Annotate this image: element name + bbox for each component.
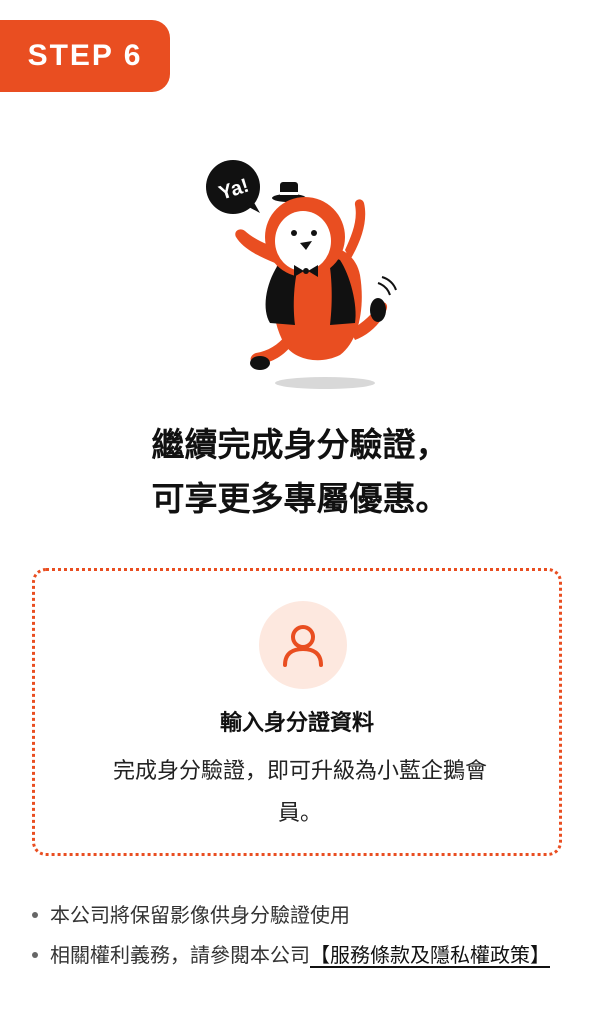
card-description: 完成身分驗證，即可升級為小藍企鵝會員。 [112,759,487,826]
note-item: 本公司將保留影像供身分驗證使用 [32,898,572,932]
headline-line-2: 可享更多專屬優惠。 [151,479,449,518]
id-input-card[interactable]: 輸入身分證資料 完成身分驗證，即可升級為小藍企鵝會員。 [32,568,562,856]
penguin-mascot-icon: Ya! [206,160,397,389]
note-1-text: 本公司將保留影像供身分驗證使用 [50,903,350,927]
terms-privacy-link[interactable]: 【服務條款及隱私權政策】 [310,943,550,967]
bullet-icon [32,911,38,918]
headline-line-1: 繼續完成身分驗證， [151,425,449,464]
user-icon-circle [259,601,347,689]
headline: 繼續完成身分驗證， 可享更多專屬優惠。 [0,418,600,526]
card-title: 輸入身分證資料 [219,711,374,736]
step-label: STEP 6 [27,39,143,72]
step-badge: STEP 6 [0,20,170,92]
notes: 本公司將保留影像供身分驗證使用 相關權利義務，請參閱本公司【服務條款及隱私權政策… [32,898,572,978]
user-icon [283,625,323,667]
bullet-icon [32,951,38,958]
note-item: 相關權利義務，請參閱本公司【服務條款及隱私權政策】 [32,938,572,972]
note-2-text: 相關權利義務，請參閱本公司 [50,943,310,967]
